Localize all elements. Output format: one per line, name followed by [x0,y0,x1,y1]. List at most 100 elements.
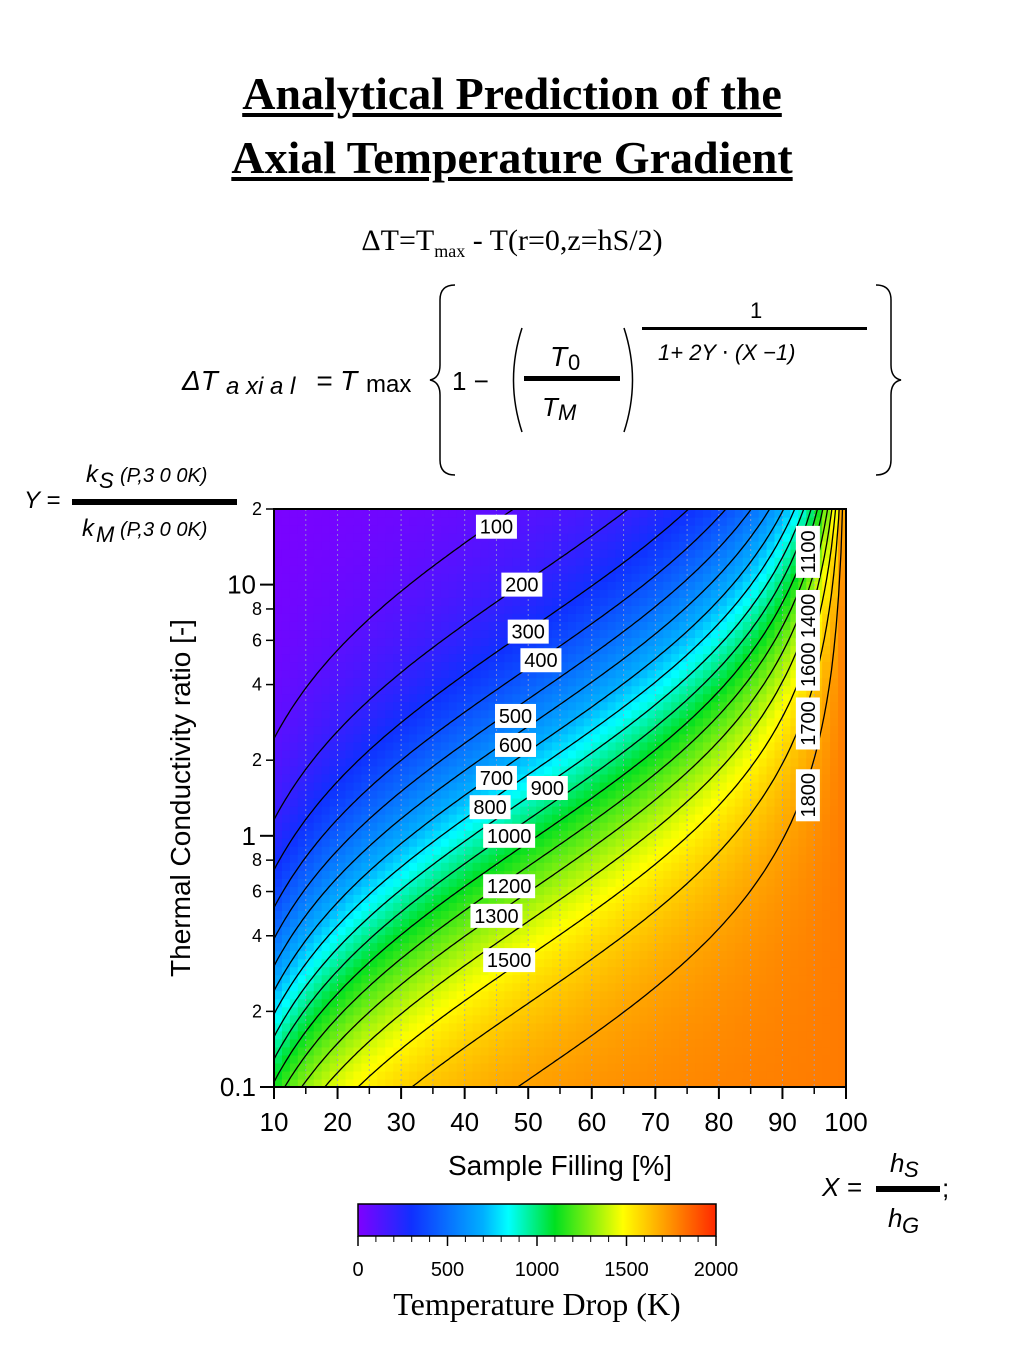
heatmap-cell [766,685,776,695]
heatmap-cell [488,653,498,663]
heatmap-cell [623,806,633,815]
heatmap-cell [663,725,672,735]
heatmap-cell [703,677,712,687]
heatmap-cell [401,1038,410,1048]
heatmap-cell [274,741,283,751]
heatmap-cell [369,693,378,703]
heatmap-cell [718,781,728,791]
heatmap-cell [377,1046,386,1056]
heatmap-cell [782,677,791,687]
heatmap-cell [790,581,799,590]
heatmap-cell [623,565,633,574]
heatmap-cell [305,669,315,679]
heatmap-cell [790,1014,799,1024]
heatmap-cell [464,1014,474,1024]
heatmap-cell [424,533,434,542]
heatmap-cell [631,789,641,799]
heatmap-cell [480,998,490,1008]
heatmap-cell [591,918,601,928]
heatmap-cell [305,741,315,751]
heatmap-cell [321,677,331,687]
heatmap-cell [758,894,768,903]
heatmap-cell [734,549,744,558]
heatmap-cell [401,565,410,574]
heatmap-cell [710,1078,720,1087]
heatmap-cell [536,862,545,871]
heatmap-cell [448,934,458,944]
heatmap-cell [647,1030,656,1040]
heatmap-cell [496,549,505,558]
heatmap-cell [313,918,323,928]
heatmap-cell [496,637,505,647]
heatmap-cell [718,629,728,639]
heatmap-cell [345,677,355,687]
heatmap-cell [703,533,712,542]
heatmap-cell [782,854,791,863]
heatmap-cell [560,878,569,887]
heatmap-cell [409,1006,418,1016]
heatmap-cell [758,733,768,743]
heatmap-cell [472,613,482,622]
heatmap-cell [488,934,498,944]
heatmap-cell [385,942,394,952]
heatmap-cell [520,605,529,614]
heatmap-cell [639,974,648,984]
heatmap-cell [313,1062,323,1072]
heatmap-cell [774,870,784,879]
heatmap-cell [790,605,799,614]
heatmap-cell [742,549,752,558]
heatmap-cell [647,669,656,679]
heatmap-cell [687,741,696,751]
heatmap-cell [750,870,760,879]
heatmap-cell [758,846,768,855]
heatmap-cell [544,846,553,855]
heatmap-cell [440,830,450,839]
heatmap-cell [575,950,585,960]
heatmap-cell [814,846,823,855]
heatmap-cell [345,709,355,719]
heatmap-cell [401,854,410,863]
heatmap-cell [750,637,760,647]
heatmap-cell [281,886,291,895]
heatmap-cell [703,589,712,598]
heatmap-cell [583,926,593,936]
heatmap-cell [528,974,537,984]
heatmap-cell [353,990,362,1000]
heatmap-cell [313,557,323,566]
heatmap-cell [274,749,283,759]
heatmap-cell [766,781,776,791]
heatmap-cell [488,685,498,695]
heatmap-cell [520,1038,529,1048]
heatmap-cell [329,1078,339,1087]
heatmap-cell [567,830,577,839]
heatmap-cell [679,725,688,735]
heatmap-cell [544,573,553,582]
heatmap-cell [782,765,791,775]
heatmap-cell [337,1014,347,1024]
heatmap-cell [544,918,553,928]
heatmap-cell [655,814,664,823]
heatmap-cell [274,613,283,622]
heatmap-cell [361,605,370,614]
heatmap-cell [552,669,561,679]
heatmap-cell [305,581,315,590]
heatmap-cell [599,1006,609,1016]
heatmap-cell [663,1030,672,1040]
heatmap-cell [424,910,434,920]
heatmap-cell [544,894,553,903]
heatmap-cell [790,838,799,847]
heatmap-cell [758,597,768,606]
heatmap-cell [321,741,331,751]
heatmap-cell [679,733,688,743]
heatmap-cell [782,878,791,887]
heatmap-cell [567,1006,577,1016]
heatmap-cell [432,910,442,920]
heatmap-cell [679,918,688,928]
heatmap-cell [639,870,648,879]
heatmap-cell [567,1046,577,1056]
heatmap-cell [671,846,680,855]
heatmap-cell [456,613,466,622]
heatmap-cell [814,934,823,944]
heatmap-cell [663,910,672,920]
heatmap-cell [591,637,601,647]
